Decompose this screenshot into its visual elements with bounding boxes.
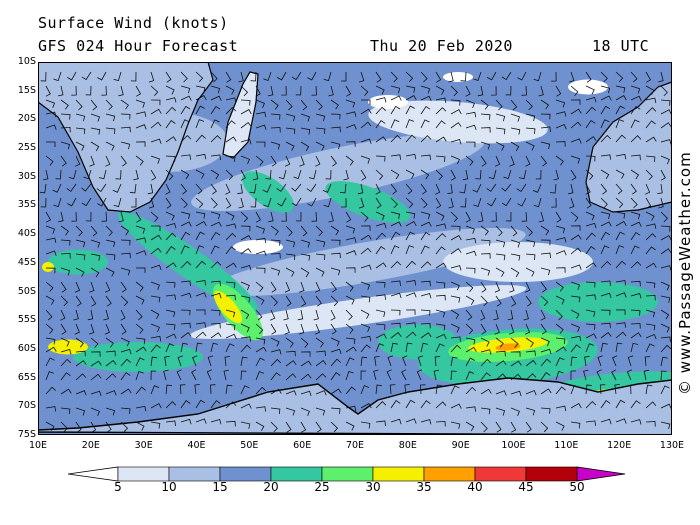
colorbar-segment — [423, 466, 476, 482]
lat-label: 50S — [17, 285, 36, 297]
colorbar-label: 15 — [212, 480, 228, 494]
chart-title: Surface Wind (knots) — [38, 14, 229, 32]
lon-label: 50E — [240, 440, 259, 451]
forecast-label: GFS 024 Hour Forecast — [38, 37, 239, 55]
lat-label: 35S — [17, 199, 36, 211]
colorbar-right-arrow — [576, 466, 626, 482]
colorbar-segment — [168, 466, 221, 482]
lat-label: 25S — [17, 142, 36, 154]
lon-label: 80E — [398, 440, 417, 451]
lat-label: 10S — [17, 56, 36, 67]
lon-label: 40E — [187, 440, 206, 451]
lat-label: 45S — [17, 256, 36, 268]
lon-label: 130E — [659, 440, 685, 451]
colorbar-label: 20 — [263, 480, 279, 494]
colorbar-segment — [372, 466, 425, 482]
lon-label: 30E — [134, 440, 153, 451]
madagascar-land — [222, 71, 259, 159]
map-frame — [38, 62, 672, 435]
lon-label: 60E — [293, 440, 312, 451]
lon-label: 120E — [607, 440, 632, 451]
lon-label: 100E — [501, 440, 526, 451]
lon-label: 10E — [28, 440, 48, 451]
colorbar-label: 5 — [114, 480, 122, 494]
colorbar-label: 35 — [416, 480, 432, 494]
forecast-time: 18 UTC — [592, 37, 650, 55]
lat-label: 40S — [17, 228, 36, 240]
colorbar-label: 45 — [518, 480, 534, 494]
colorbar-label: 30 — [365, 480, 381, 494]
australia-land — [585, 81, 672, 213]
lon-label: 90E — [451, 440, 470, 451]
lat-label: 55S — [17, 314, 36, 326]
colorbar-label: 10 — [161, 480, 177, 494]
lat-label: 30S — [17, 170, 36, 182]
colorbar-segment — [321, 466, 374, 482]
lon-label: 70E — [345, 440, 365, 451]
lat-label: 60S — [17, 342, 36, 354]
wind-map — [38, 62, 672, 435]
forecast-date: Thu 20 Feb 2020 — [370, 37, 513, 55]
colorbar-label: 50 — [569, 480, 585, 494]
credit-text: © www.PassageWeather.com — [676, 151, 694, 395]
colorbar — [68, 466, 626, 482]
colorbar-segment — [219, 466, 272, 482]
colorbar-segment — [270, 466, 323, 482]
lon-label: 110E — [554, 440, 579, 451]
lat-label: 20S — [17, 113, 36, 125]
lon-label: 20E — [81, 440, 100, 451]
colorbar-segment — [474, 466, 527, 482]
colorbar-left-arrow — [68, 466, 119, 482]
lat-label: 70S — [17, 400, 36, 412]
colorbar-segment — [525, 466, 578, 482]
wind-barbs — [39, 71, 672, 433]
colorbar-label: 25 — [314, 480, 330, 494]
antarctica-coast — [38, 377, 672, 435]
colorbar-segment — [117, 466, 170, 482]
lat-label: 75S — [17, 429, 36, 440]
wind-map-svg — [38, 62, 672, 435]
lat-label: 65S — [17, 371, 36, 383]
colorbar-label: 40 — [467, 480, 483, 494]
lat-label: 15S — [17, 84, 36, 96]
